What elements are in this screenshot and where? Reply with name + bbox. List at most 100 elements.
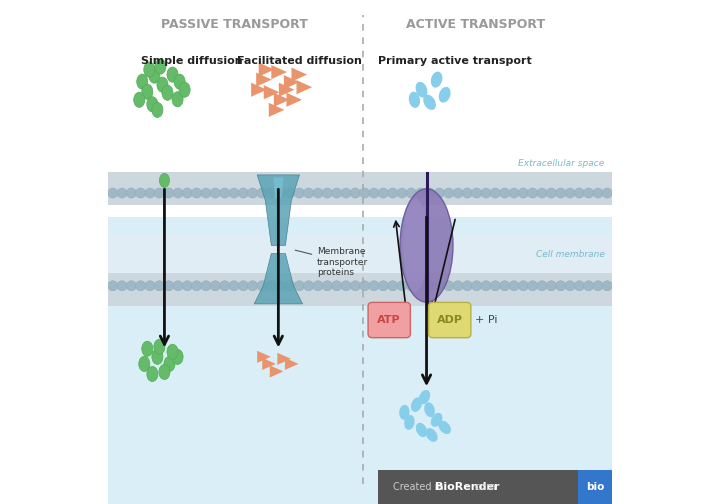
Text: PASSIVE TRANSPORT: PASSIVE TRANSPORT <box>161 18 307 31</box>
Circle shape <box>397 281 407 291</box>
Circle shape <box>220 281 230 291</box>
Circle shape <box>434 281 444 291</box>
Circle shape <box>238 281 248 291</box>
Ellipse shape <box>144 62 155 77</box>
FancyBboxPatch shape <box>368 302 410 338</box>
Ellipse shape <box>431 413 443 427</box>
Text: Cell membrane: Cell membrane <box>536 250 605 259</box>
Polygon shape <box>254 254 302 304</box>
Circle shape <box>201 188 211 198</box>
Bar <box>108 172 612 205</box>
Circle shape <box>266 281 276 291</box>
Circle shape <box>472 281 482 291</box>
Ellipse shape <box>438 421 451 434</box>
Circle shape <box>145 281 155 291</box>
Circle shape <box>210 188 220 198</box>
Bar <box>108 217 612 504</box>
Ellipse shape <box>172 349 183 364</box>
Circle shape <box>509 188 519 198</box>
Circle shape <box>518 281 528 291</box>
Circle shape <box>546 281 557 291</box>
Circle shape <box>500 281 510 291</box>
Circle shape <box>584 281 594 291</box>
Ellipse shape <box>411 397 422 412</box>
Circle shape <box>201 281 211 291</box>
Circle shape <box>359 281 369 291</box>
Polygon shape <box>292 68 307 82</box>
Circle shape <box>257 281 267 291</box>
Polygon shape <box>269 103 284 117</box>
Circle shape <box>575 188 585 198</box>
Circle shape <box>276 281 286 291</box>
Ellipse shape <box>155 59 166 74</box>
Circle shape <box>332 281 342 291</box>
Circle shape <box>387 188 397 198</box>
Text: Extracellular space: Extracellular space <box>518 159 605 168</box>
Ellipse shape <box>399 405 410 420</box>
Circle shape <box>351 188 361 198</box>
Circle shape <box>593 188 603 198</box>
Circle shape <box>481 281 491 291</box>
Circle shape <box>406 281 416 291</box>
Ellipse shape <box>416 423 427 437</box>
Bar <box>108 273 612 306</box>
Circle shape <box>220 188 230 198</box>
Circle shape <box>546 188 557 198</box>
Circle shape <box>518 188 528 198</box>
Text: bio: bio <box>585 482 604 492</box>
Circle shape <box>117 188 127 198</box>
Circle shape <box>537 188 547 198</box>
Polygon shape <box>277 353 291 365</box>
Circle shape <box>565 188 575 198</box>
Ellipse shape <box>167 344 178 359</box>
Ellipse shape <box>159 173 169 187</box>
Circle shape <box>528 281 538 291</box>
Circle shape <box>593 281 603 291</box>
Ellipse shape <box>172 92 183 107</box>
Circle shape <box>556 281 566 291</box>
Ellipse shape <box>415 82 428 98</box>
Polygon shape <box>271 65 287 79</box>
Ellipse shape <box>404 415 415 430</box>
Circle shape <box>126 188 136 198</box>
Polygon shape <box>264 85 279 99</box>
Ellipse shape <box>431 72 442 88</box>
Circle shape <box>369 281 379 291</box>
Ellipse shape <box>152 349 163 364</box>
Circle shape <box>378 281 388 291</box>
Circle shape <box>359 188 369 198</box>
Circle shape <box>509 281 519 291</box>
Circle shape <box>434 188 444 198</box>
Circle shape <box>248 188 258 198</box>
Circle shape <box>294 188 305 198</box>
Polygon shape <box>274 93 289 107</box>
Circle shape <box>117 281 127 291</box>
Circle shape <box>490 281 500 291</box>
Circle shape <box>556 188 566 198</box>
Circle shape <box>584 188 594 198</box>
Ellipse shape <box>179 82 190 97</box>
Polygon shape <box>257 175 300 245</box>
Text: ATP: ATP <box>377 315 401 325</box>
Circle shape <box>313 281 323 291</box>
Bar <box>108 0 612 217</box>
Text: BioRender: BioRender <box>435 482 499 492</box>
Polygon shape <box>256 73 272 87</box>
Ellipse shape <box>159 364 170 380</box>
Circle shape <box>500 188 510 198</box>
Circle shape <box>462 281 472 291</box>
Circle shape <box>444 281 454 291</box>
Ellipse shape <box>142 84 153 99</box>
Circle shape <box>378 188 388 198</box>
Polygon shape <box>274 177 284 198</box>
Circle shape <box>266 188 276 198</box>
Polygon shape <box>279 83 294 97</box>
Bar <box>108 235 612 273</box>
Circle shape <box>425 281 435 291</box>
Circle shape <box>126 281 136 291</box>
Polygon shape <box>297 80 312 94</box>
Polygon shape <box>258 62 274 77</box>
Ellipse shape <box>137 74 148 89</box>
Ellipse shape <box>400 189 453 302</box>
Circle shape <box>285 281 295 291</box>
